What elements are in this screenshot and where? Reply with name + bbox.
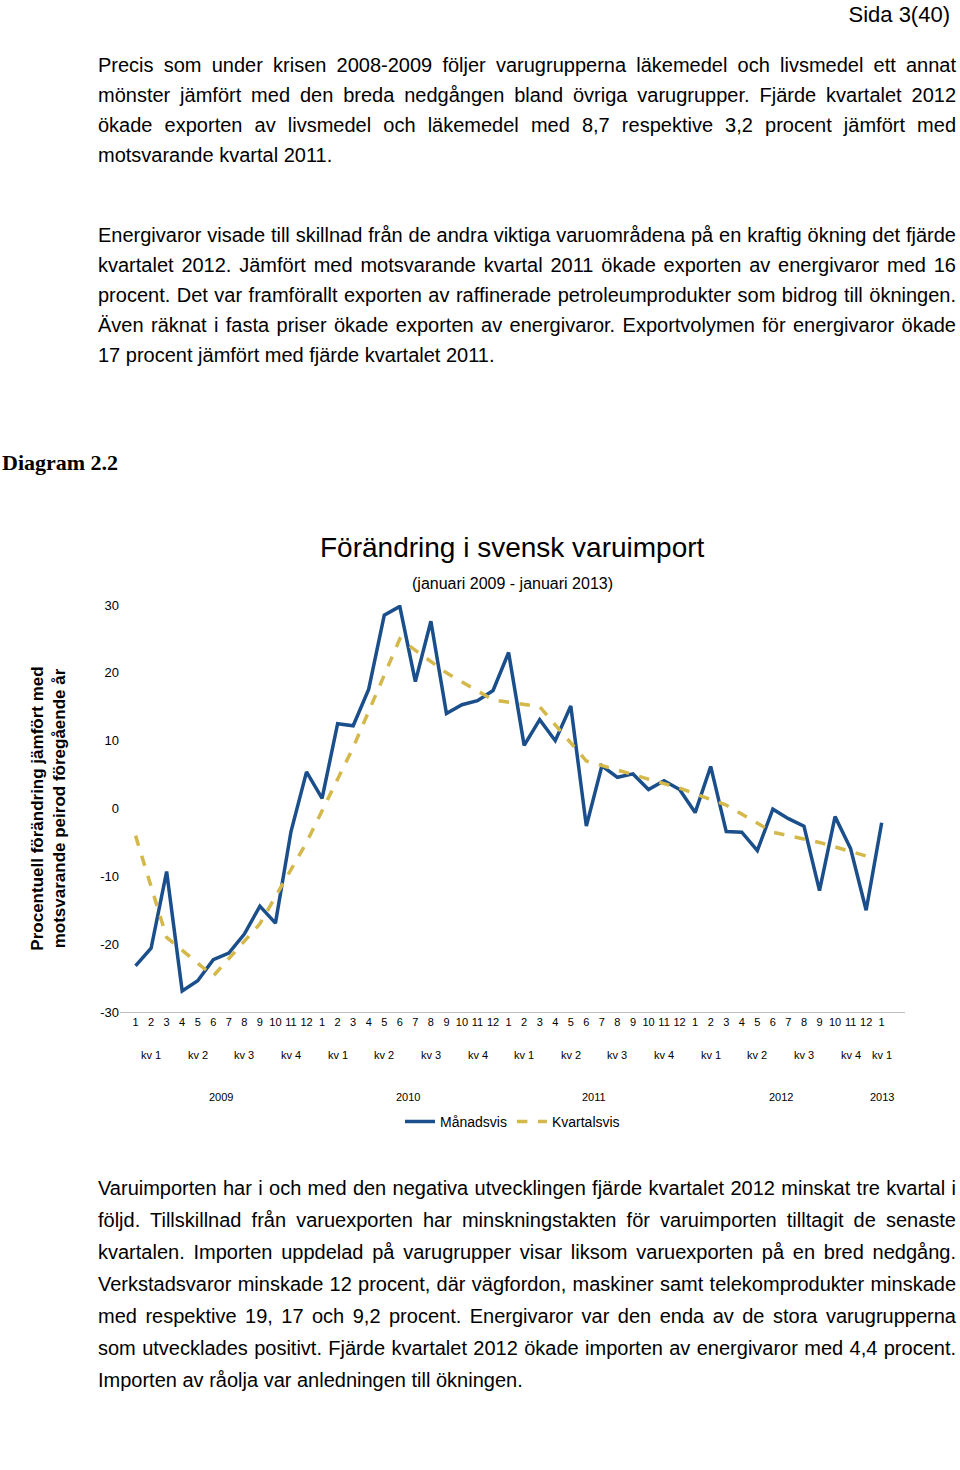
svg-text:6: 6 <box>770 1016 776 1028</box>
html-text:Sida 3(40): Sida 3(40) <box>848 2 950 27</box>
svg-text:4: 4 <box>366 1016 372 1028</box>
svg-text:5: 5 <box>754 1016 760 1028</box>
svg-text:kv 2: kv 2 <box>747 1049 767 1061</box>
svg-text:2009: 2009 <box>209 1091 233 1103</box>
svg-text:9: 9 <box>816 1016 822 1028</box>
svg-text:2: 2 <box>148 1016 154 1028</box>
svg-text:6: 6 <box>397 1016 403 1028</box>
svg-text:10: 10 <box>105 733 119 748</box>
svg-text:kv 2: kv 2 <box>374 1049 394 1061</box>
html-text:Diagram 2.2: Diagram 2.2 <box>2 450 119 475</box>
html-text:Precis som under krisen 2008-2: Precis som under krisen 2008-2009 följer… <box>98 54 956 166</box>
svg-text:2013: 2013 <box>870 1091 894 1103</box>
svg-text:kv 3: kv 3 <box>234 1049 254 1061</box>
svg-text:10: 10 <box>269 1016 281 1028</box>
svg-text:-10: -10 <box>100 869 119 884</box>
svg-text:20: 20 <box>105 665 119 680</box>
svg-text:2: 2 <box>521 1016 527 1028</box>
svg-text:kv 4: kv 4 <box>281 1049 301 1061</box>
svg-text:-30: -30 <box>100 1005 119 1020</box>
svg-text:10: 10 <box>456 1016 468 1028</box>
svg-text:kv 3: kv 3 <box>607 1049 627 1061</box>
svg-text:Förändring i svensk varuimport: Förändring i svensk varuimport <box>320 532 705 563</box>
svg-text:5: 5 <box>195 1016 201 1028</box>
svg-text:kv 1: kv 1 <box>872 1049 892 1061</box>
svg-text:0: 0 <box>112 801 119 816</box>
svg-text:Månadsvis: Månadsvis <box>440 1114 507 1130</box>
svg-text:3: 3 <box>164 1016 170 1028</box>
svg-text:1: 1 <box>132 1016 138 1028</box>
svg-text:kv 2: kv 2 <box>561 1049 581 1061</box>
svg-text:1: 1 <box>319 1016 325 1028</box>
svg-text:3: 3 <box>350 1016 356 1028</box>
svg-text:kv 4: kv 4 <box>654 1049 674 1061</box>
svg-text:2012: 2012 <box>769 1091 793 1103</box>
svg-text:12: 12 <box>860 1016 872 1028</box>
svg-text:11: 11 <box>472 1016 483 1028</box>
svg-text:kv 1: kv 1 <box>701 1049 721 1061</box>
svg-text:2011: 2011 <box>582 1091 606 1103</box>
svg-text:1: 1 <box>506 1016 512 1028</box>
svg-text:30: 30 <box>105 598 119 613</box>
svg-text:1: 1 <box>692 1016 698 1028</box>
svg-text:7: 7 <box>599 1016 605 1028</box>
svg-text:8: 8 <box>614 1016 620 1028</box>
svg-text:9: 9 <box>630 1016 636 1028</box>
svg-text:11: 11 <box>845 1016 856 1028</box>
svg-text:10: 10 <box>829 1016 841 1028</box>
svg-text:1: 1 <box>879 1016 885 1028</box>
svg-text:-20: -20 <box>100 937 119 952</box>
svg-text:10: 10 <box>642 1016 654 1028</box>
svg-text:kv 3: kv 3 <box>421 1049 441 1061</box>
svg-text:8: 8 <box>428 1016 434 1028</box>
svg-text:5: 5 <box>381 1016 387 1028</box>
svg-text:3: 3 <box>723 1016 729 1028</box>
svg-text:7: 7 <box>226 1016 232 1028</box>
html-text:Energivaror visade till skilln: Energivaror visade till skillnad från de… <box>98 224 956 366</box>
svg-text:9: 9 <box>443 1016 449 1028</box>
svg-text:Kvartalsvis: Kvartalsvis <box>552 1114 620 1130</box>
svg-text:(januari 2009 - januari 2013): (januari 2009 - januari 2013) <box>412 575 613 592</box>
svg-text:kv 1: kv 1 <box>328 1049 348 1061</box>
svg-text:12: 12 <box>487 1016 499 1028</box>
svg-text:12: 12 <box>300 1016 312 1028</box>
svg-text:kv 2: kv 2 <box>188 1049 208 1061</box>
svg-text:kv 1: kv 1 <box>141 1049 161 1061</box>
svg-text:6: 6 <box>210 1016 216 1028</box>
svg-text:5: 5 <box>568 1016 574 1028</box>
svg-text:kv 4: kv 4 <box>841 1049 861 1061</box>
svg-text:7: 7 <box>412 1016 418 1028</box>
svg-text:2010: 2010 <box>396 1091 420 1103</box>
svg-text:9: 9 <box>257 1016 263 1028</box>
svg-text:7: 7 <box>785 1016 791 1028</box>
svg-text:4: 4 <box>739 1016 745 1028</box>
svg-text:4: 4 <box>552 1016 558 1028</box>
svg-text:8: 8 <box>241 1016 247 1028</box>
svg-text:kv 1: kv 1 <box>514 1049 534 1061</box>
svg-text:8: 8 <box>801 1016 807 1028</box>
svg-text:2: 2 <box>335 1016 341 1028</box>
svg-text:11: 11 <box>285 1016 296 1028</box>
svg-text:12: 12 <box>673 1016 685 1028</box>
svg-text:3: 3 <box>537 1016 543 1028</box>
svg-text:Procentuell förändring jämfört: Procentuell förändring jämfört medmotsva… <box>28 666 69 950</box>
svg-text:6: 6 <box>583 1016 589 1028</box>
svg-text:11: 11 <box>658 1016 669 1028</box>
svg-text:kv 4: kv 4 <box>468 1049 488 1061</box>
html-text:Varuimporten har i och med den: Varuimporten har i och med den negativa … <box>98 1177 956 1391</box>
svg-text:kv 3: kv 3 <box>794 1049 814 1061</box>
svg-text:4: 4 <box>179 1016 185 1028</box>
svg-text:2: 2 <box>708 1016 714 1028</box>
